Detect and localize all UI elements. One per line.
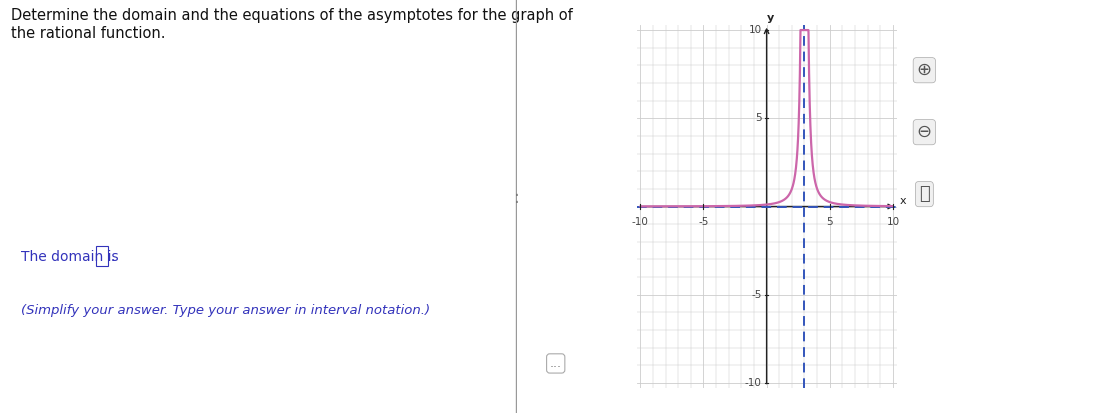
Text: ⊖: ⊖ — [917, 123, 932, 141]
Text: x: x — [899, 196, 906, 206]
Text: -5: -5 — [752, 290, 762, 300]
Text: 10: 10 — [887, 217, 900, 227]
Text: 5: 5 — [755, 113, 762, 123]
Text: 5: 5 — [827, 217, 834, 227]
Text: The domain is: The domain is — [21, 250, 118, 264]
Text: -10: -10 — [745, 378, 762, 388]
Text: ...: ... — [550, 357, 561, 370]
Text: -10: -10 — [632, 217, 649, 227]
Text: ⧉: ⧉ — [919, 185, 930, 203]
Text: (Simplify your answer. Type your answer in interval notation.): (Simplify your answer. Type your answer … — [21, 304, 430, 317]
Text: .: . — [111, 250, 115, 264]
Text: y: y — [767, 13, 774, 23]
Text: ⊕: ⊕ — [917, 61, 932, 79]
Text: Determine the domain and the equations of the asymptotes for the graph of
the ra: Determine the domain and the equations o… — [11, 8, 572, 40]
Text: -5: -5 — [699, 217, 708, 227]
Text: 10: 10 — [748, 25, 762, 35]
FancyBboxPatch shape — [96, 247, 108, 266]
Text: :: : — [514, 189, 520, 207]
